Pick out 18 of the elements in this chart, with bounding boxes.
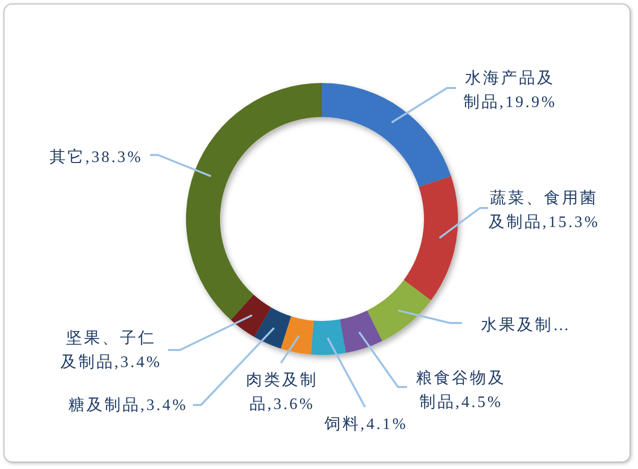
donut-slice <box>310 319 346 355</box>
donut-slice <box>367 280 432 341</box>
slice-label: 坚果、子仁及制品,3.4% <box>60 330 162 370</box>
donut-slice <box>186 83 322 320</box>
donut-slice <box>340 310 382 353</box>
slice-label: 糖及制品,3.4% <box>68 396 188 414</box>
donut-slice <box>280 316 314 355</box>
donut-slice <box>254 307 292 349</box>
donut-slice <box>230 294 272 337</box>
slice-label: 其它,38.3% <box>49 148 143 166</box>
slice-label: 饲料,4.1% <box>323 414 408 432</box>
slice-label: 水海产品及制品,19.9% <box>463 68 557 110</box>
donut-slice <box>404 176 458 300</box>
slice-label: 蔬菜、食用菌及制品,15.3% <box>488 188 600 230</box>
slice-label: 粮食谷物及制品,4.5% <box>416 368 506 410</box>
slice-label: 水果及制… <box>481 316 571 334</box>
slice-label: 肉类及制品,3.6% <box>246 370 318 412</box>
donut-slice <box>322 83 452 187</box>
